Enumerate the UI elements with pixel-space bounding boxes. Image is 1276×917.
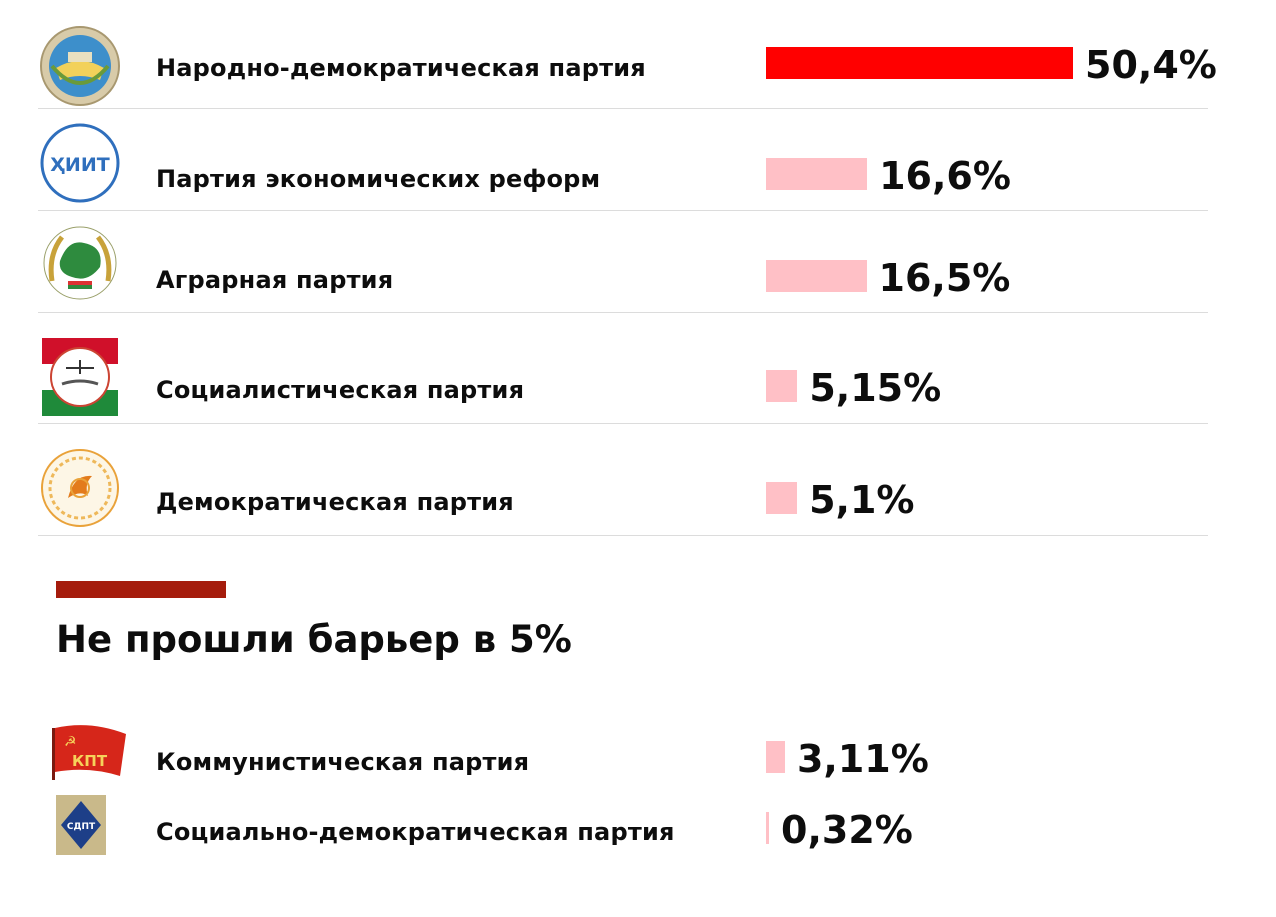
- row-divider: [38, 535, 1208, 536]
- result-value: 0,32%: [781, 808, 913, 852]
- kpt-flag-icon: ☭ КПТ: [50, 722, 130, 782]
- sdpt-emblem-icon: СДПТ: [56, 795, 106, 855]
- result-value: 5,1%: [809, 478, 915, 522]
- result-value: 5,15%: [809, 366, 942, 410]
- section-accent-bar: [56, 581, 226, 598]
- result-bar: [766, 158, 868, 190]
- party-name: Народно-демократическая партия: [156, 54, 646, 82]
- result-value: 3,11%: [796, 737, 929, 781]
- result-bar: [766, 482, 798, 514]
- result-value: 50,4%: [1085, 43, 1217, 87]
- party-name: Аграрная партия: [156, 266, 394, 294]
- row-divider: [38, 423, 1208, 424]
- svg-text:☭: ☭: [64, 734, 77, 750]
- party-name: Коммунистическая партия: [156, 748, 530, 776]
- sdpt-logo-text: СДПТ: [67, 822, 96, 832]
- party-name: Социалистическая партия: [156, 376, 525, 404]
- result-bar: [766, 47, 1073, 79]
- party-name: Демократическая партия: [156, 488, 514, 516]
- socialist-emblem-icon: [38, 338, 122, 422]
- result-bar: [766, 741, 785, 773]
- result-value: 16,6%: [879, 154, 1011, 198]
- democratic-emblem-icon: [38, 446, 122, 530]
- result-value: 16,5%: [878, 256, 1011, 300]
- row-divider: [38, 210, 1208, 211]
- result-bar: [766, 370, 798, 402]
- hiit-emblem-icon: ҲИИТ: [38, 121, 122, 205]
- result-bar: [766, 260, 867, 292]
- row-divider: [38, 312, 1208, 313]
- agrarian-emblem-icon: [38, 221, 122, 305]
- hiit-logo-text: ҲИИТ: [50, 154, 109, 176]
- kpt-logo-text: КПТ: [72, 752, 108, 770]
- pdpt-emblem-icon: [38, 24, 122, 108]
- result-bar: [766, 812, 769, 844]
- section-heading: Не прошли барьер в 5%: [56, 618, 572, 661]
- party-name: Социально-демократическая партия: [156, 818, 675, 846]
- row-divider: [38, 108, 1208, 109]
- party-name: Партия экономических реформ: [156, 165, 601, 193]
